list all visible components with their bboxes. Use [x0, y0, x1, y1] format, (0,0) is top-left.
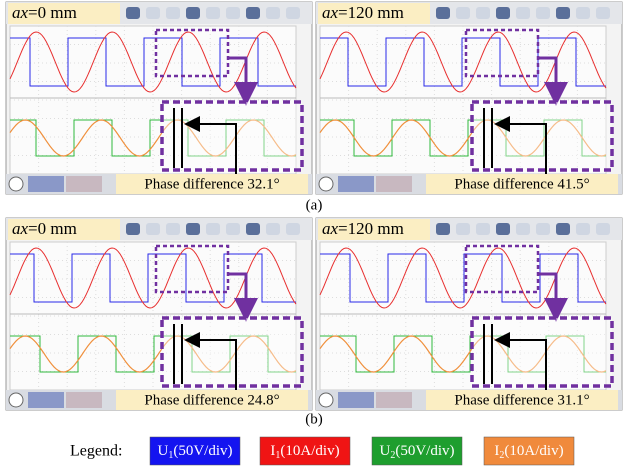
- legend-scale: (10A/div): [280, 443, 339, 459]
- position-value: =0 mm: [28, 3, 77, 22]
- channel-box: [376, 176, 412, 192]
- toolbar-icon: [536, 7, 550, 19]
- toolbar-icon: [226, 223, 240, 235]
- toolbar-icon: [266, 7, 280, 19]
- axis-symbol: ax: [12, 219, 29, 238]
- legend-label: I2(10A/div): [494, 443, 563, 461]
- scope-panel: ax=120 mm Phase difference 41.5°: [316, 2, 622, 194]
- toolbar-icon: [126, 7, 140, 19]
- legend-label: I1(10A/div): [270, 443, 339, 461]
- legend-symbol: U: [157, 443, 168, 459]
- toolbar-icon: [496, 223, 510, 235]
- legend-title: Legend:: [70, 443, 122, 460]
- toolbar-icon: [556, 7, 570, 19]
- scope-panel: ax=0 mm Phase difference 24.8°: [6, 218, 312, 410]
- toolbar-icon: [436, 223, 450, 235]
- toolbar-icon: [146, 223, 160, 235]
- toolbar-icon: [286, 7, 300, 19]
- toolbar-icon: [126, 223, 140, 235]
- toolbar-icon: [166, 7, 180, 19]
- channel-box: [28, 392, 64, 408]
- phase-difference: Phase difference 24.8°: [144, 392, 279, 408]
- legend-symbol: U: [379, 443, 390, 459]
- axis-symbol: ax: [322, 3, 339, 22]
- channel-box: [376, 392, 412, 408]
- position-value: =0 mm: [28, 219, 77, 238]
- settings-icon: [9, 393, 23, 407]
- toolbar-icon: [516, 223, 530, 235]
- toolbar-icon: [456, 7, 470, 19]
- position-label: ax=120 mm: [322, 219, 404, 238]
- channel-box: [338, 392, 374, 408]
- legend-scale: (10A/div): [504, 443, 563, 459]
- scope-panel: ax=0 mm Phase difference 32.1°: [6, 2, 312, 194]
- toolbar-icon: [146, 7, 160, 19]
- channel-box: [28, 176, 64, 192]
- toolbar-icon: [166, 223, 180, 235]
- legend-scale: (50V/div): [395, 443, 454, 459]
- toolbar-icon: [246, 223, 260, 235]
- caption: (a): [306, 197, 323, 213]
- toolbar-icon: [206, 223, 220, 235]
- toolbar-icon: [596, 223, 610, 235]
- toolbar-icon: [226, 7, 240, 19]
- phase-difference: Phase difference 31.1°: [454, 392, 589, 408]
- toolbar-icon: [536, 223, 550, 235]
- toolbar-icon: [496, 7, 510, 19]
- channel-box: [338, 176, 374, 192]
- settings-icon: [319, 177, 333, 191]
- toolbar-icon: [436, 7, 450, 19]
- toolbar-icon: [186, 223, 200, 235]
- position-value: =120 mm: [338, 219, 404, 238]
- toolbar-icon: [556, 223, 570, 235]
- toolbar-icon: [576, 7, 590, 19]
- channel-box: [66, 176, 102, 192]
- position-label: ax=0 mm: [12, 219, 77, 238]
- caption: (b): [305, 411, 323, 427]
- toolbar-icon: [596, 7, 610, 19]
- toolbar-icon: [476, 223, 490, 235]
- toolbar-icon: [476, 7, 490, 19]
- toolbar-icon: [516, 7, 530, 19]
- settings-icon: [9, 177, 23, 191]
- figure: ax=0 mmPhase difference 32.1°ax=120 mmPh…: [0, 0, 628, 473]
- position-label: ax=120 mm: [322, 3, 404, 22]
- legend-scale: (50V/div): [173, 443, 232, 459]
- axis-symbol: ax: [322, 219, 339, 238]
- channel-box: [66, 392, 102, 408]
- position-value: =120 mm: [338, 3, 404, 22]
- toolbar-icon: [456, 223, 470, 235]
- phase-difference: Phase difference 32.1°: [144, 176, 279, 192]
- scope-panel: ax=120 mm Phase difference 31.1°: [316, 218, 622, 410]
- toolbar-icon: [186, 7, 200, 19]
- toolbar-icon: [246, 7, 260, 19]
- settings-icon: [319, 393, 333, 407]
- toolbar-icon: [576, 223, 590, 235]
- toolbar-icon: [206, 7, 220, 19]
- toolbar-icon: [266, 223, 280, 235]
- axis-symbol: ax: [12, 3, 29, 22]
- position-label: ax=0 mm: [12, 3, 77, 22]
- toolbar-icon: [286, 223, 300, 235]
- phase-difference: Phase difference 41.5°: [454, 176, 589, 192]
